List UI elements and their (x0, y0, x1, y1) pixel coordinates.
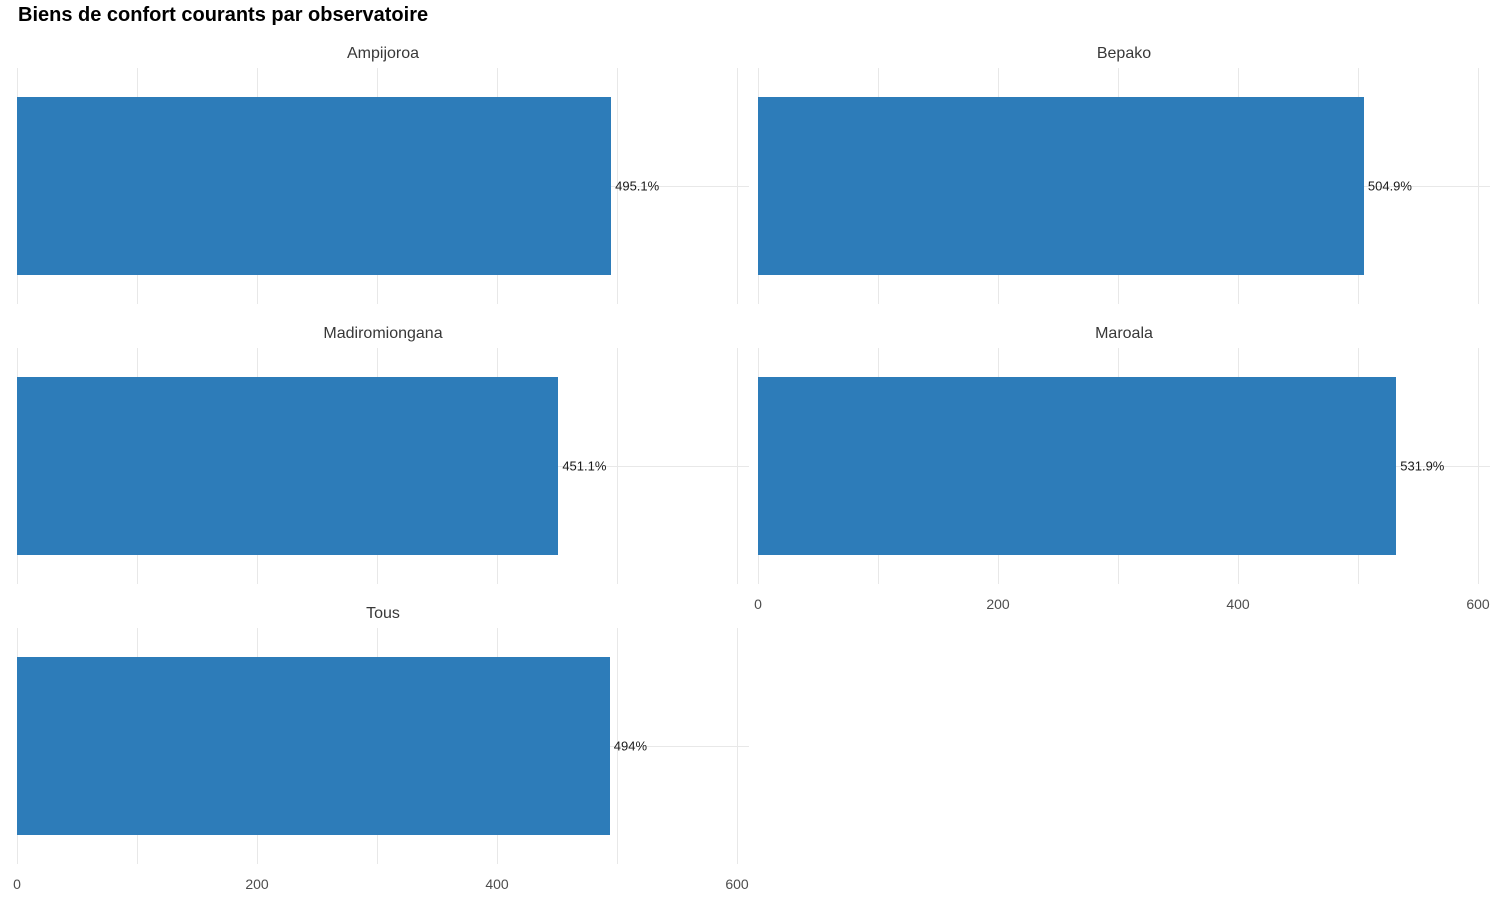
x-axis-tick-label: 0 (754, 596, 762, 612)
x-axis-tick-label: 400 (1226, 596, 1250, 612)
x-axis-tick-label: 200 (986, 596, 1010, 612)
bar (17, 657, 610, 835)
facet-panel: 495.1% (17, 68, 749, 304)
facet-title: Madiromiongana (323, 325, 443, 342)
x-axis-tick-label: 400 (485, 876, 509, 892)
bar (758, 97, 1364, 275)
x-axis-tick-label: 0 (13, 876, 21, 892)
facet-title: Bepako (1096, 45, 1152, 62)
facet-title: Ampijoroa (346, 45, 420, 62)
facet-title: Maroala (1095, 325, 1153, 342)
x-axis-tick-label: 600 (725, 876, 749, 892)
bar-value-label: 495.1% (615, 178, 660, 194)
bar-value-label: 494% (613, 738, 648, 754)
bar-value-label: 531.9% (1400, 458, 1445, 474)
bar (17, 377, 559, 555)
bar-value-label: 451.1% (562, 458, 607, 474)
facet-panel: 494% (17, 628, 749, 864)
facet-title: Tous (366, 605, 400, 622)
facet-panel: 504.9% (758, 68, 1490, 304)
facet-panel: 451.1% (17, 348, 749, 584)
x-axis-tick-label: 200 (245, 876, 269, 892)
bar-value-label: 504.9% (1367, 178, 1412, 194)
x-axis-tick-label: 600 (1466, 596, 1490, 612)
bar (17, 97, 612, 275)
chart-title: Biens de confort courants par observatoi… (18, 4, 429, 26)
facet-panel: 531.9% (758, 348, 1490, 584)
bar (758, 377, 1397, 555)
